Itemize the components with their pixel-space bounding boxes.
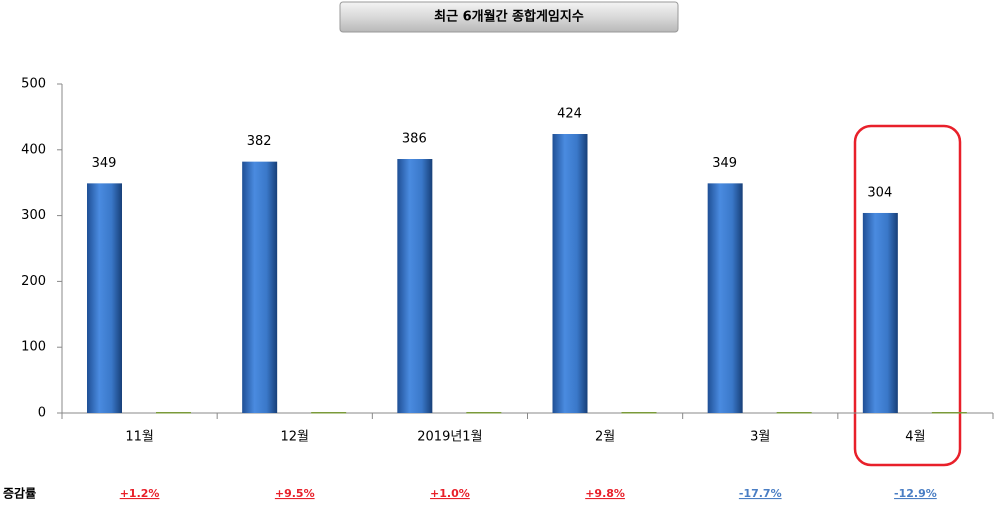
highlight-box: [853, 124, 962, 467]
y-tick-label: 400: [21, 142, 46, 157]
rate-value: -17.7%: [739, 487, 782, 500]
rate-value: -12.9%: [894, 487, 937, 500]
y-tick-label: 300: [21, 208, 46, 223]
x-tick-label: 4월: [905, 430, 925, 445]
rate-value: +9.5%: [275, 487, 315, 500]
y-tick-label: 500: [21, 77, 46, 92]
x-tick-label: 3월: [750, 430, 770, 445]
value-label: 382: [247, 134, 272, 149]
bar: [776, 412, 812, 414]
y-tick-label: 200: [21, 274, 46, 289]
rate-value: +1.0%: [430, 487, 470, 500]
x-tick-label: 2019년1월: [417, 430, 482, 445]
bar: [931, 412, 967, 414]
title-box: [339, 1, 679, 33]
bar: [707, 183, 743, 413]
value-label: 424: [557, 107, 582, 122]
y-tick-label: 100: [21, 340, 46, 355]
value-label: 349: [92, 156, 117, 171]
value-label: 304: [867, 185, 892, 200]
rate-value: +9.8%: [585, 487, 625, 500]
value-label: 349: [712, 156, 737, 171]
chart-title: 최근 6개월간 종합게임지수: [434, 9, 584, 25]
bar: [466, 412, 502, 414]
bar: [397, 159, 433, 413]
x-tick-label: 12월: [280, 430, 309, 445]
bar: [862, 212, 898, 413]
bar: [156, 412, 191, 414]
bar: [552, 134, 588, 413]
x-tick-label: 2월: [595, 430, 615, 445]
bar: [242, 161, 278, 413]
rate-label: 증감률: [3, 486, 36, 501]
rate-value: +1.2%: [120, 487, 160, 500]
bar: [621, 412, 657, 414]
x-tick-label: 11월: [125, 430, 154, 445]
bar: [311, 412, 347, 414]
y-tick-label: 0: [38, 406, 46, 421]
bar: [87, 183, 122, 413]
value-label: 386: [402, 132, 427, 147]
